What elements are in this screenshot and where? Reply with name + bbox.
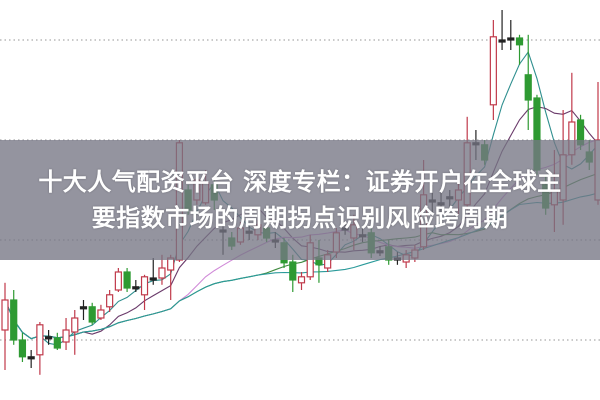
candle xyxy=(498,10,506,50)
candle-body xyxy=(1,299,9,331)
candle xyxy=(167,254,175,300)
title-line-1: 十大人气配资平台 深度专栏：证券开户在全球主 xyxy=(38,168,562,196)
candle xyxy=(1,282,9,370)
candle xyxy=(62,318,70,350)
title-banner: 十大人气配资平台 深度专栏：证券开户在全球主 要指数市场的周期拐点识别风险跨周期 xyxy=(0,140,600,260)
candle-body xyxy=(289,261,297,281)
candle xyxy=(71,310,79,355)
candle xyxy=(36,322,44,375)
candle-body xyxy=(114,271,122,291)
candle xyxy=(88,302,96,325)
candle-body xyxy=(524,74,532,101)
candle xyxy=(18,332,27,362)
candle-body xyxy=(45,336,53,340)
candle-body xyxy=(53,337,61,349)
candle-body xyxy=(515,37,524,46)
candle xyxy=(289,254,297,292)
candle xyxy=(45,330,53,345)
candle xyxy=(79,300,88,320)
candle-body xyxy=(36,324,44,356)
candle-body xyxy=(10,299,18,341)
candle xyxy=(149,258,157,285)
candle-body xyxy=(498,39,506,43)
candle xyxy=(53,332,61,350)
candle-body xyxy=(79,306,88,310)
candle-body xyxy=(27,356,35,360)
candle xyxy=(524,34,532,130)
title-line-2: 要指数市场的周期拐点识别风险跨周期 xyxy=(91,204,509,232)
candle xyxy=(27,350,35,368)
candle-body xyxy=(149,277,157,281)
candle-body xyxy=(158,267,166,279)
candle-body xyxy=(88,306,96,323)
candle xyxy=(140,274,149,310)
candle xyxy=(515,34,524,65)
candle-body xyxy=(62,329,70,343)
candle xyxy=(123,268,131,292)
candle-body xyxy=(71,317,79,333)
candle-body xyxy=(132,286,140,290)
candle-body xyxy=(18,339,27,358)
candle-body xyxy=(123,271,131,289)
candle xyxy=(132,280,140,292)
candle xyxy=(97,304,105,320)
candle xyxy=(10,290,18,345)
candle xyxy=(106,290,114,312)
candle-body xyxy=(489,36,497,106)
candle xyxy=(114,268,122,292)
candle-body xyxy=(106,294,114,308)
candle-body xyxy=(507,37,515,41)
candle-body xyxy=(297,276,306,284)
candle-body xyxy=(97,309,105,319)
candle xyxy=(489,20,497,120)
candle-body xyxy=(140,276,149,296)
candle xyxy=(507,20,515,50)
candle xyxy=(297,272,306,290)
